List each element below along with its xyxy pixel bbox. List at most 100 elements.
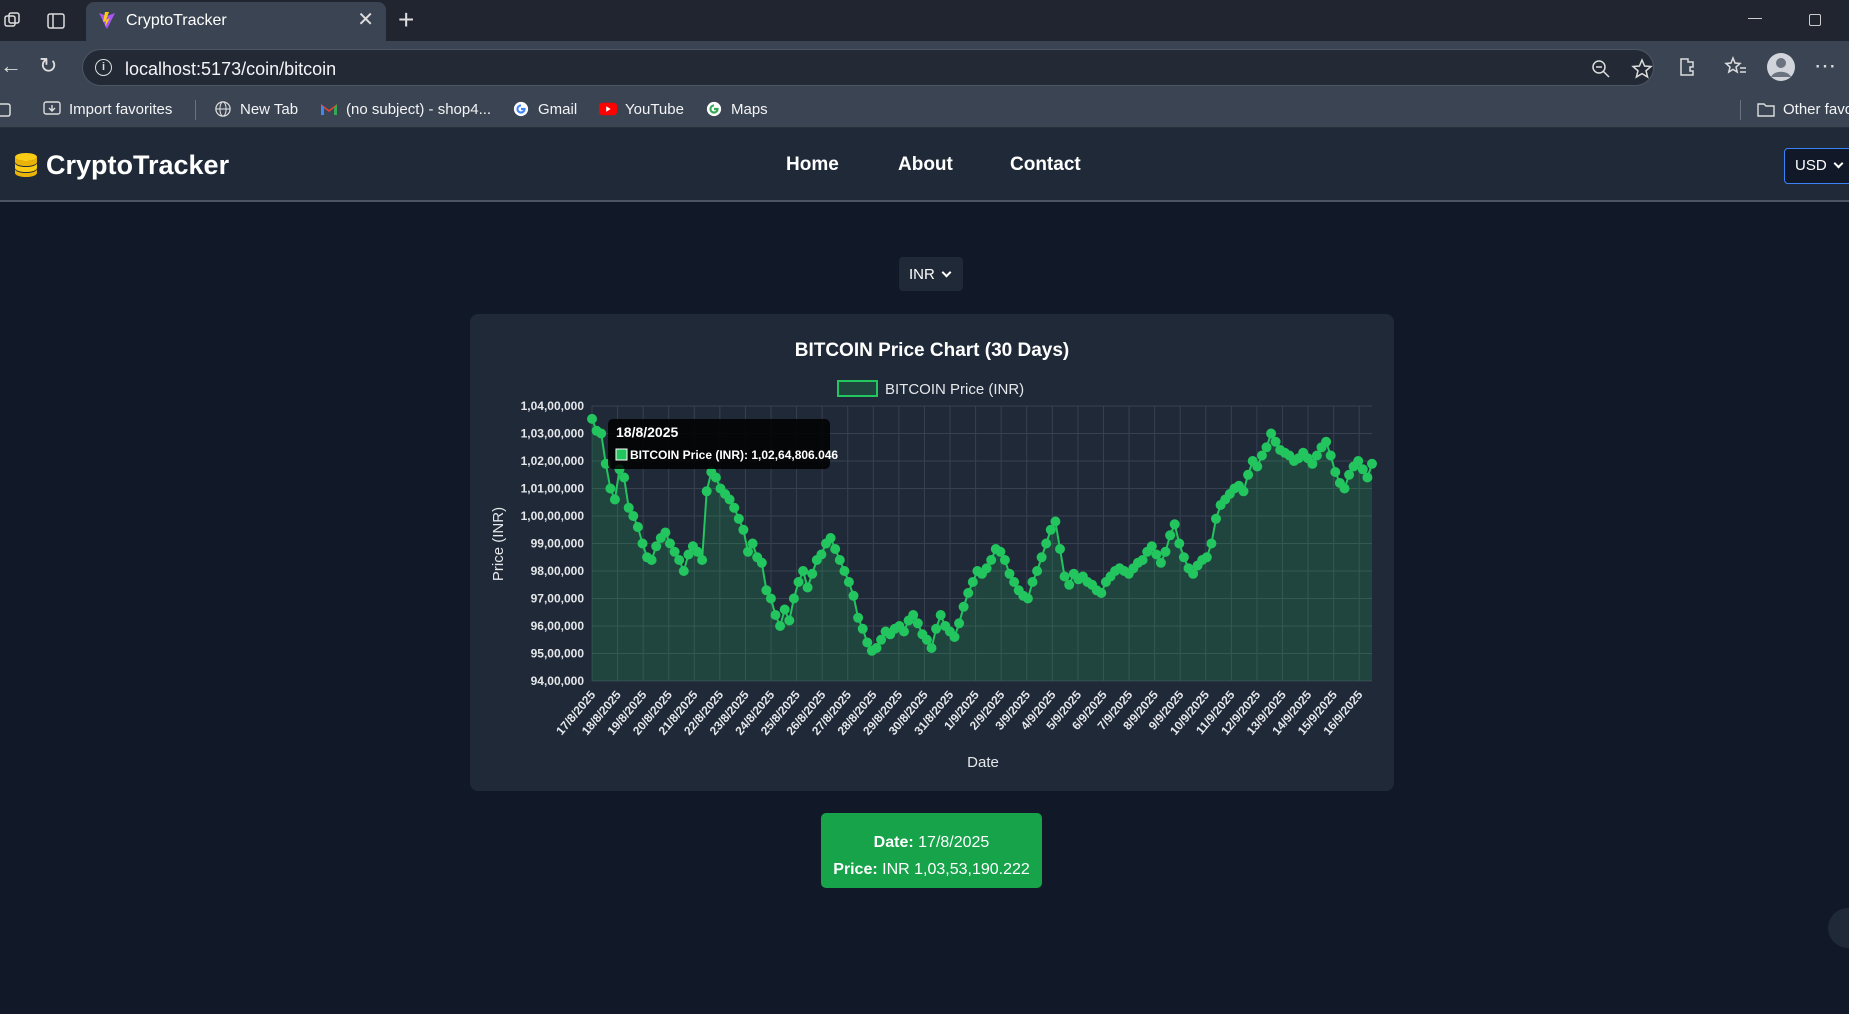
nav-link-about[interactable]: About [898,154,953,175]
tab-title: CryptoTracker [126,12,227,29]
y-tick-label: 1,00,00,000 [521,509,585,523]
app-navbar: CryptoTracker Home About Contact USD [0,128,1849,202]
data-point [995,546,1006,557]
data-point [1055,544,1065,554]
coins-icon [15,153,37,177]
legend-label: BITCOIN Price (INR) [885,381,1024,398]
gmail-icon [321,104,337,115]
nav-link-contact[interactable]: Contact [1010,154,1081,175]
data-point [1009,577,1020,587]
data-point [1059,571,1070,582]
selected-price: Price: INR 1,03,53,190.222 [833,861,1030,878]
price-chart[interactable]: BITCOIN Price Chart (30 Days) BITCOIN Pri… [470,314,1394,791]
chevron-down-icon [941,267,952,278]
floating-action-button[interactable] [1828,908,1849,948]
import-icon [43,101,61,115]
data-point [692,546,703,557]
tooltip-box [608,419,830,469]
chevron-down-icon [1833,158,1844,169]
data-point [1041,538,1052,549]
bookmarks-bar: Import favorites New Tab (no subject) - … [0,93,1849,128]
globe-icon [215,101,231,117]
data-point [793,577,804,587]
site-info-icon[interactable]: i [95,59,112,76]
active-tab[interactable]: CryptoTracker ✕ [86,2,386,41]
tooltip-swatch [615,448,628,461]
restore-icon[interactable] [1809,14,1821,26]
data-point [981,563,992,574]
data-point [738,524,749,535]
data-point [807,568,818,579]
data-point [1045,524,1056,535]
data-point [765,593,776,604]
bookmark-import-favorites[interactable]: Import favorites [43,101,172,118]
data-point [628,511,639,521]
more-menu-icon[interactable]: ⋯ [1814,53,1836,78]
data-point [651,541,662,552]
data-point [632,522,643,532]
data-point [1188,568,1199,579]
profile-avatar-icon[interactable] [1766,52,1796,82]
minimize-icon[interactable] [1748,18,1762,19]
data-point [697,555,708,565]
data-point [949,632,960,642]
data-point [1311,450,1322,461]
data-point [587,413,597,424]
data-point [1270,436,1281,447]
url-text[interactable]: localhost:5173/coin/bitcoin [125,59,337,79]
data-point [743,546,753,557]
data-point [761,585,772,596]
tooltip-label: BITCOIN Price (INR): 1,02,64,806.046 [630,448,838,462]
bookmark-new-tab[interactable]: New Tab [214,101,298,118]
y-tick-label: 1,01,00,000 [521,482,585,496]
tab-actions-icon[interactable] [46,11,66,31]
favorite-star-icon[interactable] [1631,58,1653,80]
data-point [798,566,809,576]
workspaces-icon[interactable] [2,11,22,31]
favorites-icon[interactable] [1724,56,1748,78]
extensions-icon[interactable] [1676,56,1698,78]
zoom-icon[interactable] [1591,59,1611,79]
bookmark-youtube[interactable]: YouTube [599,101,684,118]
new-tab-icon[interactable]: + [398,4,415,35]
data-point [802,582,813,593]
y-tick-label: 1,04,00,000 [521,399,585,413]
bookmark-gmail-subject[interactable]: (no subject) - shop4... [320,101,491,118]
data-point [986,555,997,565]
data-point [912,618,923,629]
data-point [816,549,827,560]
reload-icon[interactable]: ↻ [39,53,58,78]
y-tick-label: 1,02,00,000 [521,454,585,468]
data-point [1353,456,1364,466]
x-axis-label: Date [967,754,999,771]
data-point [862,637,873,648]
data-point [1004,568,1015,579]
brand-logo[interactable]: CryptoTracker [12,150,229,181]
data-point [605,483,616,494]
chart-currency-select[interactable]: INR [899,257,963,291]
data-point [1027,577,1038,587]
data-point [963,588,974,598]
data-point [908,610,919,620]
data-point [1155,557,1166,568]
tab-close-icon[interactable]: ✕ [357,9,374,31]
data-point [876,634,887,645]
bookmark-maps[interactable]: Maps [705,101,768,118]
data-point [848,590,859,601]
data-point [1238,486,1249,497]
back-icon[interactable]: ← [0,53,22,78]
data-point [1160,546,1171,557]
sidebar-toggle-icon[interactable] [0,102,12,118]
data-point [1169,519,1180,530]
bookmark-separator [1740,100,1741,120]
data-point [1022,593,1033,604]
bookmark-gmail[interactable]: Gmail [512,101,577,118]
navbar-currency-select[interactable]: USD [1784,148,1849,184]
url-field[interactable]: i localhost:5173/coin/bitcoin [82,49,1654,86]
bookmark-other-favorites[interactable]: Other favo [1757,101,1849,118]
youtube-icon [599,102,617,116]
data-point [1261,442,1272,453]
y-tick-label: 98,00,000 [531,564,585,578]
nav-link-home[interactable]: Home [786,154,839,175]
data-point [660,527,671,538]
